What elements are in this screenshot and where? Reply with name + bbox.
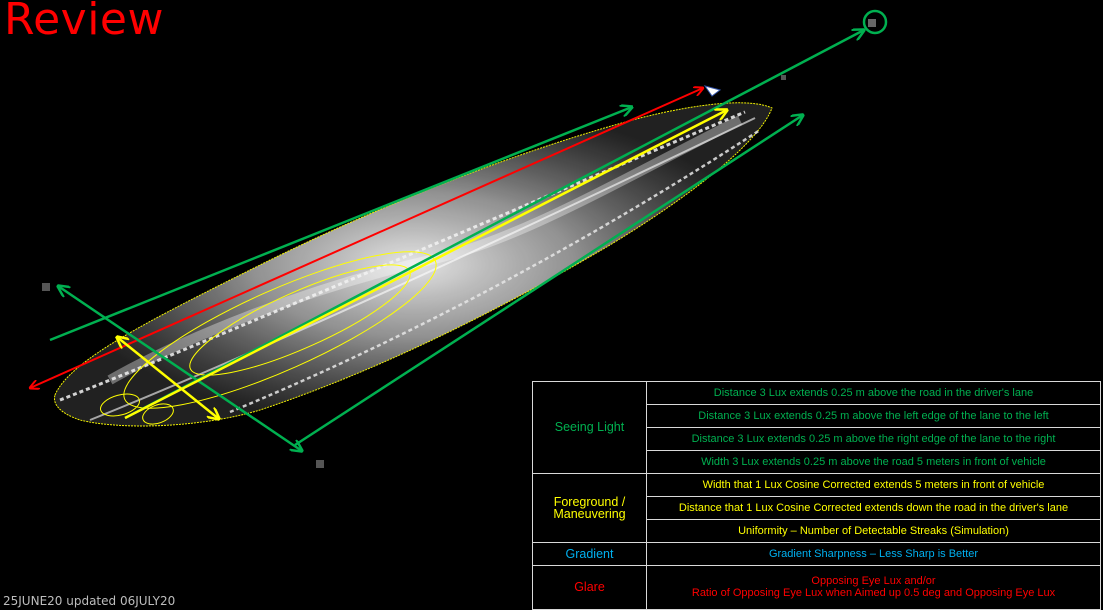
- criterion-cell: Distance 3 Lux extends 0.25 m above the …: [646, 426, 1101, 451]
- table-row: Distance that 1 Lux Cosine Corrected ext…: [533, 495, 1101, 520]
- date-footnote: 25JUNE20 updated 06JULY20: [3, 594, 176, 608]
- marker-square-left: [42, 283, 50, 291]
- criterion-cell: Distance 3 Lux extends 0.25 m above the …: [646, 403, 1101, 428]
- category-glare: Glare: [532, 564, 647, 610]
- table-row: Glare Opposing Eye Lux and/or Ratio of O…: [532, 564, 1101, 610]
- criterion-cell: Distance that 1 Lux Cosine Corrected ext…: [646, 495, 1101, 520]
- glare-line-1: Opposing Eye Lux and/or: [811, 575, 936, 588]
- category-gradient: Gradient: [532, 541, 647, 566]
- marker-square-top: [868, 19, 876, 27]
- table-row: Gradient Gradient Sharpness – Less Sharp…: [532, 541, 1101, 566]
- criterion-cell: Distance 3 Lux extends 0.25 m above the …: [646, 381, 1101, 405]
- criterion-cell: Width that 1 Lux Cosine Corrected extend…: [646, 472, 1101, 497]
- glare-line-2: Ratio of Opposing Eye Lux when Aimed up …: [691, 587, 1056, 600]
- seeing-light-arrow-right-lane: [294, 115, 803, 447]
- criteria-legend-table: Seeing Light Distance 3 Lux extends 0.25…: [532, 381, 1101, 610]
- marker-square-bottom: [316, 460, 324, 468]
- foreground-arrow-distance: [124, 110, 727, 420]
- criterion-cell: Uniformity – Number of Detectable Streak…: [646, 518, 1101, 543]
- cursor-icon: [703, 85, 722, 97]
- table-row: Uniformity – Number of Detectable Streak…: [533, 518, 1101, 543]
- criterion-cell-glare: Opposing Eye Lux and/or Ratio of Opposin…: [646, 564, 1101, 610]
- criterion-cell: Width 3 Lux extends 0.25 m above the roa…: [646, 449, 1101, 474]
- foreground-arrow-width: [117, 337, 219, 419]
- category-seeing-light: Seeing Light: [532, 381, 647, 474]
- marker-square-mid: [781, 75, 786, 80]
- table-row: Foreground / Maneuvering Width that 1 Lu…: [532, 472, 1101, 543]
- category-foreground: Foreground / Maneuvering: [532, 472, 647, 543]
- seeing-light-arrow-driver-lane: [124, 30, 864, 420]
- page-title: Review: [4, 0, 164, 45]
- gradient-target-circle: [862, 9, 888, 35]
- table-row: Seeing Light Distance 3 Lux extends 0.25…: [532, 381, 1101, 474]
- criterion-cell: Gradient Sharpness – Less Sharp is Bette…: [646, 541, 1101, 566]
